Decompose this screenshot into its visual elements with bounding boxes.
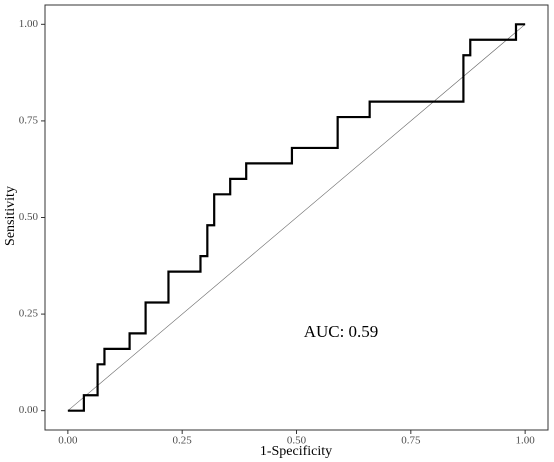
x-tick-label: 1.00	[516, 435, 536, 447]
x-tick-label: 0.75	[401, 435, 421, 447]
x-tick-label: 0.00	[58, 435, 78, 447]
reference-diagonal	[67, 24, 526, 411]
y-tick-label: 0.75	[19, 114, 39, 126]
y-tick-label: 0.25	[19, 308, 39, 320]
x-tick-label: 0.25	[173, 435, 193, 447]
auc-annotation: AUC: 0.59	[304, 322, 379, 341]
x-tick-label: 0.50	[287, 435, 307, 447]
x-axis-title: 1-Specificity	[260, 444, 332, 459]
y-tick-label: 1.00	[19, 18, 39, 30]
roc-curve	[67, 23, 526, 412]
y-tick-label: 0.00	[19, 404, 39, 416]
y-tick-label: 0.50	[19, 211, 39, 223]
y-axis-title: Sensitivity	[3, 186, 18, 246]
